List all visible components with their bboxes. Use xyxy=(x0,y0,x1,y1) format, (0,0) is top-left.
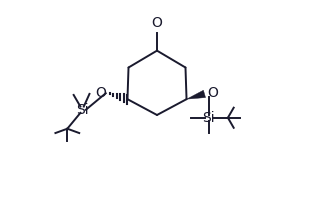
Polygon shape xyxy=(187,90,206,99)
Text: Si: Si xyxy=(203,111,215,125)
Text: Si: Si xyxy=(76,103,89,117)
Text: O: O xyxy=(95,86,106,100)
Text: O: O xyxy=(207,87,218,100)
Text: O: O xyxy=(152,16,162,30)
